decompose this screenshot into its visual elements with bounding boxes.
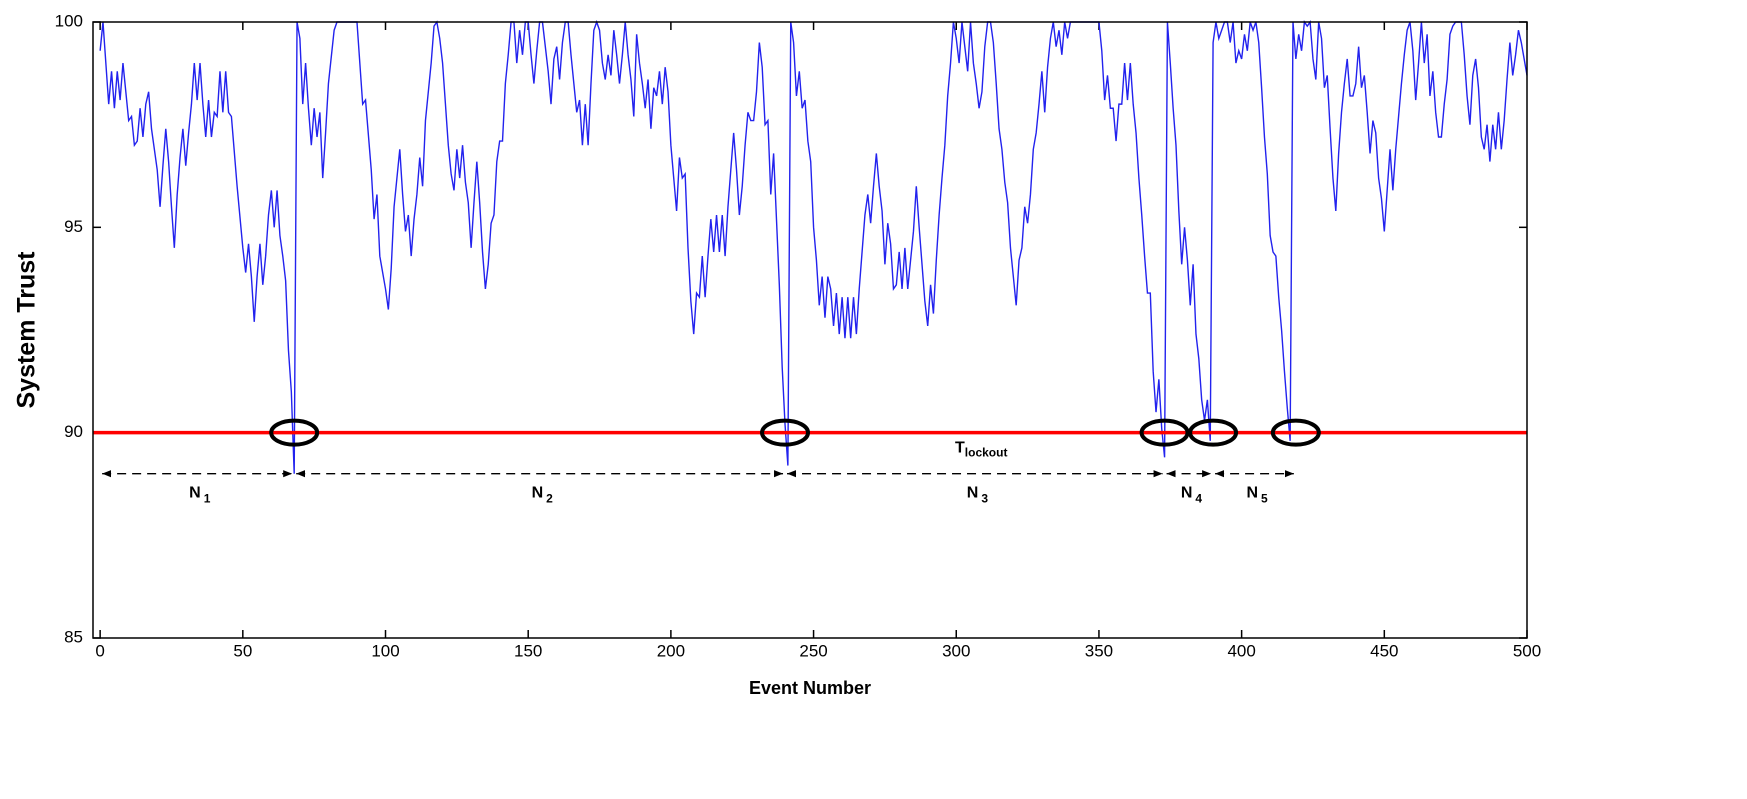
y-tick-label: 85 bbox=[64, 627, 83, 646]
interval-label-sub: 3 bbox=[981, 492, 988, 506]
interval-label-sub: 1 bbox=[204, 492, 211, 506]
lockout-marker bbox=[269, 418, 320, 447]
x-tick-label: 450 bbox=[1370, 641, 1398, 660]
interval-label-main: N bbox=[532, 485, 544, 502]
lockout-marker bbox=[760, 418, 811, 447]
interval-label-sub: 2 bbox=[546, 492, 553, 506]
y-tick-label: 90 bbox=[64, 422, 83, 441]
interval-label-main: N bbox=[1246, 485, 1258, 502]
y-tick-label: 95 bbox=[64, 217, 83, 236]
interval-label-main: N bbox=[967, 485, 979, 502]
x-tick-label: 0 bbox=[95, 641, 104, 660]
threshold-label: Tlockout bbox=[955, 440, 1007, 460]
x-tick-label: 350 bbox=[1085, 641, 1113, 660]
x-tick-label: 300 bbox=[942, 641, 970, 660]
x-tick-label: 250 bbox=[799, 641, 827, 660]
threshold-label-main: T bbox=[955, 440, 965, 457]
plot-frame bbox=[92, 21, 1528, 639]
x-axis-label: Event Number bbox=[749, 678, 871, 698]
x-tick-label: 400 bbox=[1227, 641, 1255, 660]
y-tick-label: 100 bbox=[55, 11, 83, 30]
x-tick-label: 150 bbox=[514, 641, 542, 660]
x-tick-label: 500 bbox=[1513, 641, 1541, 660]
lockout-marker bbox=[1270, 418, 1321, 447]
x-tick-label: 100 bbox=[371, 641, 399, 660]
lockout-marker bbox=[1188, 418, 1239, 447]
trust-line bbox=[99, 19, 1528, 474]
x-tick-label: 50 bbox=[233, 641, 252, 660]
interval-label-main: N bbox=[189, 485, 201, 502]
threshold-label-sub: lockout bbox=[965, 446, 1008, 460]
interval-label-sub: 4 bbox=[1195, 492, 1202, 506]
interval-label-sub: 5 bbox=[1261, 492, 1268, 506]
lockout-marker bbox=[1139, 418, 1190, 447]
y-axis-label: System Trust bbox=[13, 251, 41, 409]
interval-label-main: N bbox=[1181, 485, 1193, 502]
x-tick-label: 200 bbox=[657, 641, 685, 660]
